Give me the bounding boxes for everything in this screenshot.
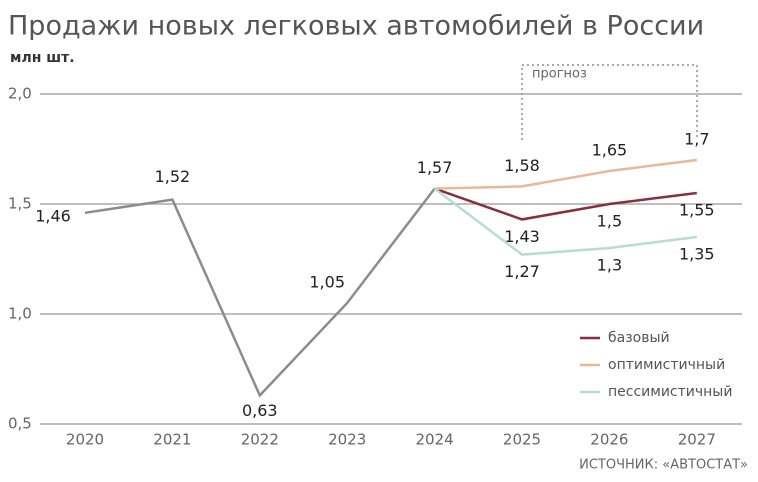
value-label: 1,52 — [155, 167, 191, 186]
y-tick-label: 2,0 — [8, 85, 32, 103]
chart-title: Продажи новых легковых автомобилей в Рос… — [8, 11, 704, 42]
x-tick-label: 2025 — [503, 431, 541, 449]
series-line — [433, 187, 697, 256]
value-label: 1,27 — [504, 262, 540, 281]
y-tick-label: 0,5 — [8, 415, 32, 433]
source: ИСТОЧНИК: «АВТОСТАТ» — [579, 458, 748, 473]
value-label: 1,35 — [679, 245, 715, 264]
value-label: 0,63 — [242, 401, 278, 420]
annotation: прогноз — [532, 67, 587, 82]
x-tick-label: 2023 — [328, 431, 366, 449]
value-label: 1,55 — [679, 201, 715, 220]
value-label: 1,3 — [597, 256, 622, 275]
chart-subtitle: млн шт. — [10, 50, 75, 66]
value-label: 1,5 — [597, 212, 622, 231]
series-line — [434, 158, 697, 190]
legend-label: оптимистичный — [608, 357, 725, 373]
x-tick-label: 2026 — [590, 431, 628, 449]
y-tick-label: 1,5 — [8, 195, 32, 213]
x-tick-label: 2020 — [66, 431, 104, 449]
legend-label: базовый — [608, 330, 670, 346]
x-tick-label: 2027 — [678, 431, 716, 449]
value-label: 1,58 — [504, 156, 540, 175]
legend-label: пессимистичный — [608, 384, 732, 400]
value-label: 1,57 — [417, 158, 453, 177]
value-label: 1,65 — [592, 141, 628, 160]
y-tick-label: 1,0 — [8, 305, 32, 323]
value-label: 1,43 — [504, 227, 540, 246]
value-label: 1,05 — [309, 273, 345, 292]
value-label: 1,7 — [684, 130, 709, 149]
value-label: 1,46 — [35, 206, 71, 225]
x-tick-label: 2024 — [416, 431, 454, 449]
series-line — [434, 187, 697, 221]
series-line — [84, 187, 436, 398]
x-tick-label: 2021 — [153, 431, 191, 449]
x-tick-label: 2022 — [241, 431, 279, 449]
